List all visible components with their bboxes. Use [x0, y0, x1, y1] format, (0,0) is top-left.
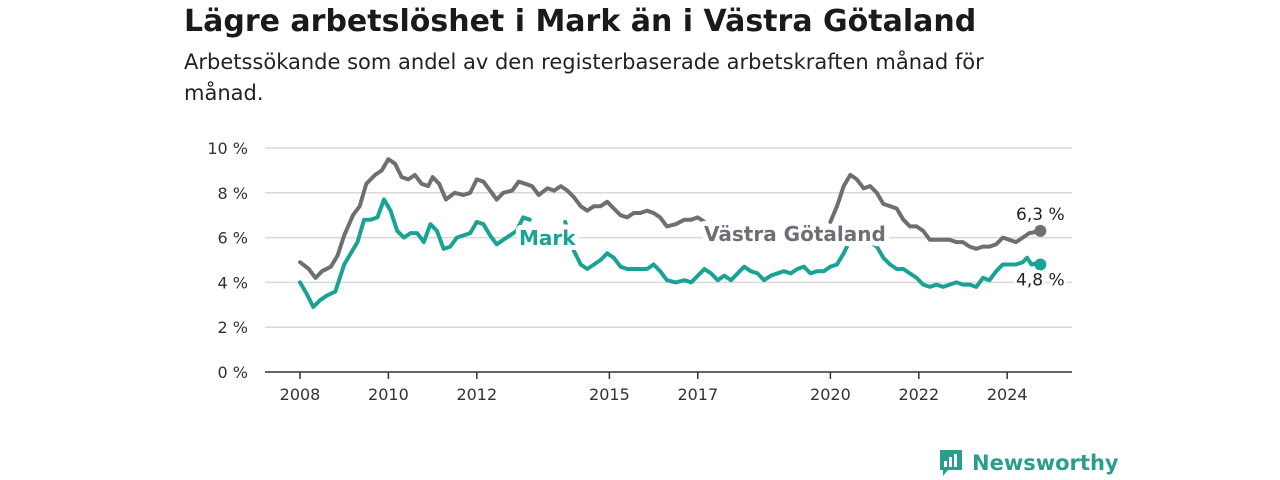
x-tick-label: 2010	[368, 385, 409, 404]
y-tick-label: 0 %	[218, 363, 248, 382]
x-tick-label: 2012	[456, 385, 497, 404]
line-chart: 0 % 2 % 4 % 6 % 8 % 10 % 2008 2010 2012 2015 2017 2…	[207, 139, 1072, 404]
x-tick-label: 2020	[810, 385, 851, 404]
newsworthy-logo: Newsworthy	[938, 448, 1119, 478]
x-tick-label: 2024	[987, 385, 1028, 404]
x-tick-label: 2015	[589, 385, 630, 404]
chart-title: Lägre arbetslöshet i Mark än i Västra Gö…	[184, 4, 977, 39]
end-value-label-mark: 4,8 %	[1016, 270, 1065, 290]
chart-subtitle: Arbetssökande som andel av den registerb…	[184, 50, 984, 105]
brand-name: Newsworthy	[972, 451, 1119, 475]
series-line-vastra-gotaland	[298, 157, 1043, 280]
series-label-vastra-gotaland: Västra Götaland	[704, 222, 886, 246]
y-tick-label: 4 %	[218, 273, 248, 292]
end-value-label-vastra-gotaland: 6,3 %	[1016, 205, 1065, 225]
y-tick-label: 8 %	[218, 184, 248, 203]
x-tick-label: 2022	[898, 385, 939, 404]
y-tick-label: 2 %	[218, 318, 248, 337]
series-label-mark: Mark	[519, 226, 576, 250]
end-point-mark	[1034, 258, 1047, 271]
x-tick-label: 2017	[677, 385, 718, 404]
series-line-mark	[298, 197, 1043, 309]
end-point-vastra-gotaland	[1034, 224, 1047, 237]
y-tick-label: 10 %	[207, 139, 248, 158]
y-tick-label: 6 %	[218, 229, 248, 248]
x-tick-label: 2008	[280, 385, 321, 404]
bar-chart-speech-bubble-icon	[940, 450, 962, 476]
